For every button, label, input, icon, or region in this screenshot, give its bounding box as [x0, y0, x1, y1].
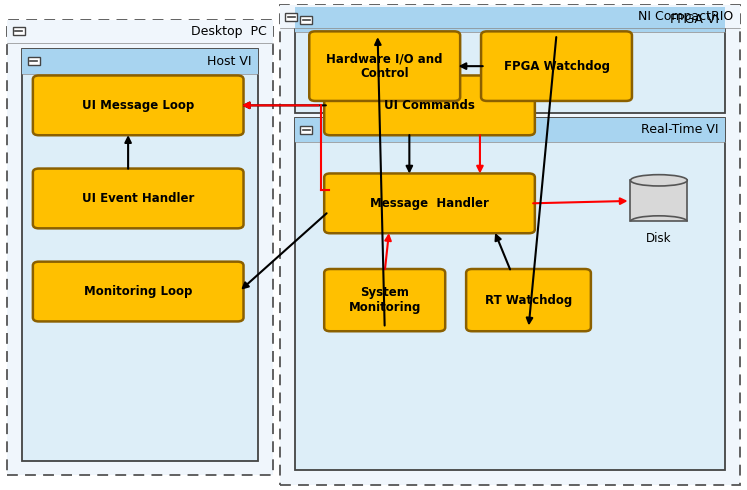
- Text: RT Watchdog: RT Watchdog: [485, 294, 572, 307]
- FancyBboxPatch shape: [33, 262, 244, 321]
- Text: FPGA VI: FPGA VI: [669, 13, 719, 26]
- Text: Disk: Disk: [646, 232, 672, 245]
- Text: Real-Time VI: Real-Time VI: [641, 123, 719, 136]
- Bar: [295, 118, 725, 470]
- FancyBboxPatch shape: [33, 169, 244, 228]
- Text: UI Commands: UI Commands: [384, 99, 475, 112]
- FancyBboxPatch shape: [33, 75, 244, 135]
- Bar: [7, 20, 273, 43]
- Bar: [295, 7, 725, 113]
- Bar: [295, 118, 725, 142]
- Text: Hardware I/O and
Control: Hardware I/O and Control: [326, 52, 443, 80]
- FancyBboxPatch shape: [466, 269, 591, 331]
- Bar: [280, 5, 740, 28]
- Text: NI CompactRIO: NI CompactRIO: [638, 10, 734, 23]
- Bar: [28, 57, 40, 65]
- Ellipse shape: [630, 174, 687, 186]
- FancyBboxPatch shape: [481, 31, 632, 101]
- Text: Host VI: Host VI: [207, 55, 252, 68]
- Bar: [295, 7, 725, 32]
- Bar: [285, 13, 297, 21]
- Text: Desktop  PC: Desktop PC: [191, 25, 267, 38]
- Text: System
Monitoring: System Monitoring: [349, 286, 421, 314]
- Text: Message  Handler: Message Handler: [370, 197, 489, 210]
- Text: Monitoring Loop: Monitoring Loop: [84, 285, 193, 298]
- Text: UI Message Loop: UI Message Loop: [82, 99, 194, 112]
- FancyBboxPatch shape: [324, 269, 445, 331]
- Bar: [630, 180, 687, 221]
- Text: FPGA Watchdog: FPGA Watchdog: [503, 60, 610, 73]
- Bar: [13, 27, 25, 35]
- Bar: [300, 126, 312, 134]
- FancyBboxPatch shape: [324, 75, 535, 135]
- Bar: [22, 49, 258, 461]
- Text: UI Event Handler: UI Event Handler: [82, 192, 194, 205]
- FancyBboxPatch shape: [324, 173, 535, 233]
- Bar: [280, 5, 740, 485]
- Bar: [300, 16, 312, 24]
- Bar: [22, 49, 258, 74]
- Bar: [7, 20, 273, 475]
- FancyBboxPatch shape: [309, 31, 460, 101]
